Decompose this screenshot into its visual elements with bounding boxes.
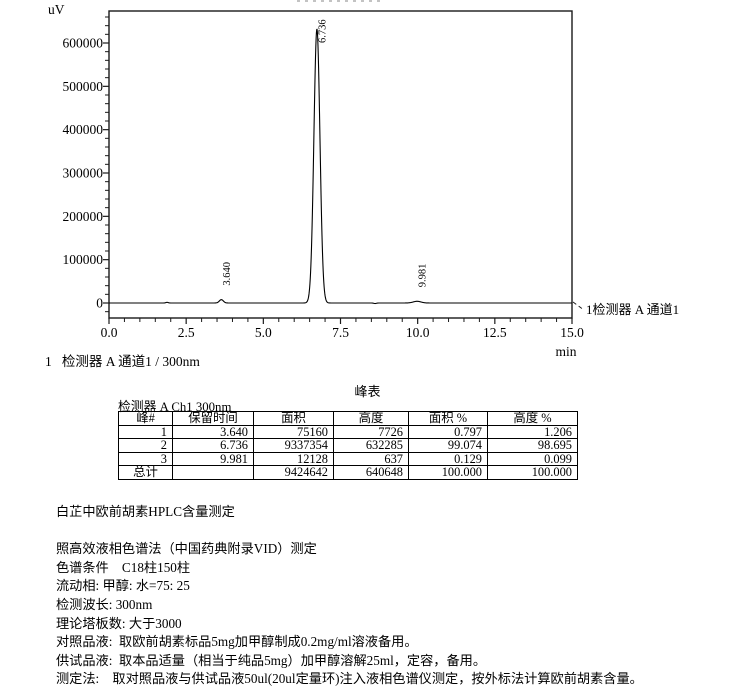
peak-table-cell: 640648 xyxy=(333,465,409,480)
peak-table-cell: 0.129 xyxy=(408,451,488,467)
peak-table-row: 3 9.981 12128 637 0.129 0.099 xyxy=(118,451,578,467)
y-axis-unit-label: uV xyxy=(48,2,65,17)
channel-annotation: 1检测器 A 通道1 xyxy=(586,302,679,317)
channel-caption: 1 检测器 A 通道1 / 300nm xyxy=(45,354,200,369)
peak-table: 峰# 保留时间 面积 高度 面积 % 高度 % 1 3.640 75160 7726 0.797 1… xyxy=(118,411,578,480)
peak-table-cell: 0.797 xyxy=(408,424,488,440)
peak-table-total-row: 总计 9424642 640648 100.000 100.000 xyxy=(118,465,578,480)
method-note-line: 白芷中欧前胡素HPLC含量测定 xyxy=(56,504,235,519)
peak-table-cell: 9337354 xyxy=(253,438,334,453)
method-note-line: 色谱条件 C18柱150柱 xyxy=(56,559,191,575)
peak-rt-label: 9.981 xyxy=(418,264,429,288)
peak-table-cell xyxy=(172,465,254,480)
method-note-line: 对照品液: 取欧前胡素标品5mg加甲醇制成0.2mg/ml溶液备用。 xyxy=(56,634,418,650)
peak-table-cell: 0.099 xyxy=(487,451,578,467)
method-note-line: 检测波长: 300nm xyxy=(56,596,153,612)
peak-table-col-header: 面积 % xyxy=(408,411,488,426)
peak-table-col-header: 面积 xyxy=(253,411,334,426)
method-note-line: 测定法: 取对照品液与供试品液50ul(20ul定量环)注入液相色谱仪测定，按外… xyxy=(56,671,643,687)
peak-table-cell: 7726 xyxy=(333,424,409,440)
peak-table-cell: 2 xyxy=(118,438,173,453)
x-tick-label: 12.5 xyxy=(483,325,507,340)
peak-table-cell: 3.640 xyxy=(172,424,254,440)
peak-table-cell: 99.074 xyxy=(408,438,488,453)
peak-table-cell: 75160 xyxy=(253,424,334,440)
y-tick-label: 600000 xyxy=(63,36,104,51)
peak-table-cell: 632285 xyxy=(333,438,409,453)
peak-table-title: 峰表 xyxy=(354,384,381,399)
peak-table-cell: 9424642 xyxy=(253,465,334,480)
x-tick-label: 5.0 xyxy=(255,325,272,340)
x-tick-label: 10.0 xyxy=(406,325,430,340)
method-note-line: 流动相: 甲醇: 水=75: 25 xyxy=(56,578,190,594)
peak-table-cell: 6.736 xyxy=(172,438,254,453)
peak-table-cell: 总计 xyxy=(118,465,173,480)
x-axis-unit-label: min xyxy=(555,344,576,359)
peak-table-col-header: 高度 % xyxy=(487,411,578,426)
peak-table-col-header: 高度 xyxy=(333,411,409,426)
peak-table-cell: 1 xyxy=(118,424,173,440)
peak-table-row: 2 6.736 9337354 632285 99.074 98.695 xyxy=(118,438,578,453)
peak-table-cell: 637 xyxy=(333,451,409,467)
peak-table-row: 1 3.640 75160 7726 0.797 1.206 xyxy=(118,424,578,440)
peak-table-cell: 100.000 xyxy=(408,465,488,480)
y-tick-label: 400000 xyxy=(63,122,104,137)
x-tick-label: 2.5 xyxy=(178,325,195,340)
peak-table-cell: 100.000 xyxy=(487,465,578,480)
peak-table-cell: 3 xyxy=(118,451,173,467)
peak-table-col-header: 峰# xyxy=(118,411,173,426)
peak-table-cell: 98.695 xyxy=(487,438,578,453)
plot-frame xyxy=(108,10,573,319)
method-note-line: 供试品液: 取本品适量（相当于纯品5mg）加甲醇溶解25ml，定容，备用。 xyxy=(56,652,487,668)
method-notes: 白芷中欧前胡素HPLC含量测定 照高效液相色谱法（中国药典附录VID）测定 色谱条… xyxy=(56,503,643,689)
peak-table-subtitle: 检测器 A Ch1 300nm xyxy=(118,400,232,414)
peak-rt-label: 6.736 xyxy=(317,19,328,43)
peak-table-cell: 12128 xyxy=(253,451,334,467)
method-note-line: 理论塔板数: 大于3000 xyxy=(56,615,182,631)
x-tick-label: 7.5 xyxy=(332,325,349,340)
x-tick-label: 15.0 xyxy=(560,325,584,340)
peak-table-header-row: 峰# 保留时间 面积 高度 面积 % 高度 % xyxy=(118,411,578,426)
method-note-line: 照高效液相色谱法（中国药典附录VID）测定 xyxy=(56,541,317,557)
peak-table-cell: 1.206 xyxy=(487,424,578,440)
y-tick-label: 300000 xyxy=(63,166,104,181)
chromatogram-plot: 0 100000 200000 300000 400000 500000 600000 uV 0… xyxy=(48,2,679,359)
chromatogram-svg: 0 100000 200000 300000 400000 500000 600000 uV 0… xyxy=(48,2,679,359)
x-tick-label: 0.0 xyxy=(101,325,118,340)
y-tick-label: 500000 xyxy=(63,79,104,94)
y-tick-label: 200000 xyxy=(63,209,104,224)
peak-table-col-header: 保留时间 xyxy=(172,411,254,426)
method-note-line xyxy=(56,522,643,541)
signal-trace xyxy=(108,28,573,305)
y-tick-label: 0 xyxy=(96,296,103,311)
peak-table-cell: 9.981 xyxy=(172,451,254,467)
annotation-leader-line xyxy=(572,301,585,311)
peak-rt-label: 3.640 xyxy=(222,262,233,286)
y-tick-label: 100000 xyxy=(63,252,104,267)
cropped-page-title-artifact xyxy=(297,0,382,2)
